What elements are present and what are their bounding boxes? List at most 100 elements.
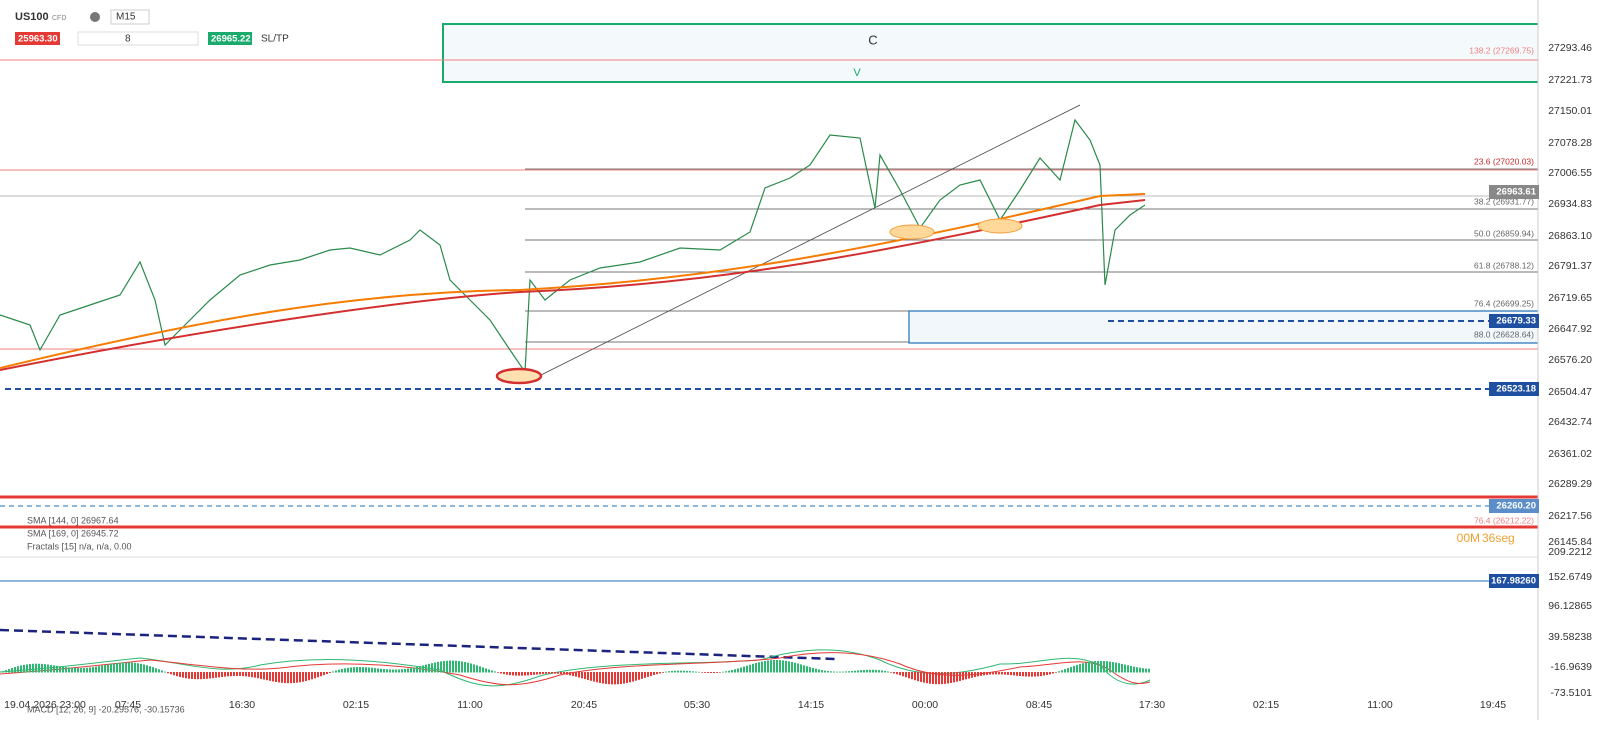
histogram-bar: [713, 672, 715, 673]
histogram-bar: [101, 665, 103, 673]
histogram-bar: [803, 665, 805, 673]
histogram-bar: [941, 672, 943, 685]
histogram-bar: [854, 670, 856, 673]
histogram-bar: [956, 672, 958, 682]
histogram-bar: [992, 672, 994, 675]
histogram-bar: [20, 665, 22, 673]
zone-label: V: [853, 67, 861, 79]
histogram-bar: [317, 672, 319, 678]
histogram-bar: [569, 672, 571, 676]
histogram-bar: [200, 672, 202, 680]
histogram-bar: [935, 672, 937, 685]
histogram-bar: [653, 672, 655, 675]
histogram-bar: [548, 672, 550, 674]
histogram-bar: [158, 669, 160, 673]
macd-histogram: [2, 660, 1150, 685]
histogram-bar: [1094, 661, 1096, 673]
histogram-bar: [1004, 672, 1006, 675]
histogram-bar: [728, 670, 730, 673]
histogram-bar: [167, 672, 169, 674]
price-axis-label: 27006.55: [1548, 167, 1592, 179]
histogram-bar: [212, 672, 214, 679]
histogram-bar: [146, 665, 148, 673]
histogram-bar: [860, 670, 862, 673]
price-axis-label: 27078.28: [1548, 137, 1592, 149]
histogram-bar: [1121, 663, 1123, 673]
histogram-bar: [536, 672, 538, 675]
fib-label: 61.8 (26788.12): [1474, 260, 1534, 270]
histogram-bar: [782, 660, 784, 673]
histogram-bar: [458, 660, 460, 673]
histogram-bar: [395, 669, 397, 673]
symbol[interactable]: US100: [15, 11, 49, 23]
histogram-bar: [452, 660, 454, 673]
fib-label: 88.0 (26628.64): [1474, 329, 1534, 339]
histogram-bar: [503, 672, 505, 675]
histogram-bar: [362, 667, 364, 673]
buy-button[interactable]: [208, 32, 252, 45]
histogram-bar: [1091, 661, 1093, 673]
histogram-bar: [758, 662, 760, 673]
histogram-bar: [329, 672, 331, 673]
buy-price[interactable]: 26965.22: [211, 34, 251, 45]
histogram-bar: [722, 671, 724, 673]
zone-label: C: [868, 32, 877, 47]
histogram-bar: [821, 670, 823, 673]
sltp-button[interactable]: SL/TP: [261, 34, 289, 45]
histogram-bar: [281, 672, 283, 683]
signal-line: [0, 652, 1151, 686]
histogram-bar: [1010, 672, 1012, 676]
histogram-bar: [428, 663, 430, 673]
histogram-bar: [863, 669, 865, 673]
histogram-bar: [764, 660, 766, 673]
histogram-bar: [1148, 668, 1150, 673]
histogram-bar: [197, 672, 199, 680]
histogram-bar: [119, 662, 121, 673]
histogram-bar: [518, 672, 520, 676]
histogram-bar: [641, 672, 643, 679]
histogram-bar: [1145, 668, 1147, 673]
histogram-bar: [248, 672, 250, 677]
histogram-bar: [470, 663, 472, 673]
sell-price[interactable]: 25963.30: [18, 34, 58, 45]
quantity[interactable]: 8: [125, 34, 131, 45]
info-icon[interactable]: [90, 12, 100, 22]
histogram-bar: [959, 672, 961, 681]
histogram-bar: [647, 672, 649, 677]
histogram-bar: [440, 661, 442, 673]
histogram-bar: [1025, 672, 1027, 677]
histogram-bar: [14, 667, 16, 673]
histogram-bar: [224, 672, 226, 677]
histogram-bar: [206, 672, 208, 679]
histogram-bar: [944, 672, 946, 684]
histogram-bar: [59, 666, 61, 673]
histogram-bar: [512, 672, 514, 676]
quantity-input[interactable]: [77, 31, 199, 46]
time-axis-label: 20:45: [571, 699, 597, 711]
zone-box: [908, 310, 1540, 344]
histogram-bar: [884, 670, 886, 673]
histogram-bar: [920, 672, 922, 682]
histogram-bar: [635, 672, 637, 681]
price-tag: [1489, 382, 1539, 396]
timeframe[interactable]: M15: [116, 12, 136, 23]
histogram-bar: [341, 668, 343, 673]
price-path: [0, 118, 1146, 374]
histogram-bar: [299, 672, 301, 683]
histogram-bar: [773, 660, 775, 673]
histogram-bar: [590, 672, 592, 681]
histogram-bar: [701, 672, 703, 673]
histogram-bar: [173, 672, 175, 676]
fib-label: 38.2 (26931.77): [1474, 196, 1534, 206]
timeframe-select[interactable]: [110, 9, 150, 25]
histogram-bar: [269, 672, 271, 681]
time-axis-label: 11:00: [457, 699, 483, 711]
histogram-bar: [947, 672, 949, 684]
histogram-bar: [539, 672, 541, 675]
time-axis-label: 07:45: [115, 699, 141, 711]
histogram-bar: [464, 661, 466, 673]
indicator-axis-label: -73.5101: [1551, 687, 1593, 699]
price-tag: [1489, 499, 1539, 513]
indicator-legend: Fractals [15] n/a, n/a, 0.00: [27, 541, 132, 551]
sell-button[interactable]: [15, 32, 60, 45]
